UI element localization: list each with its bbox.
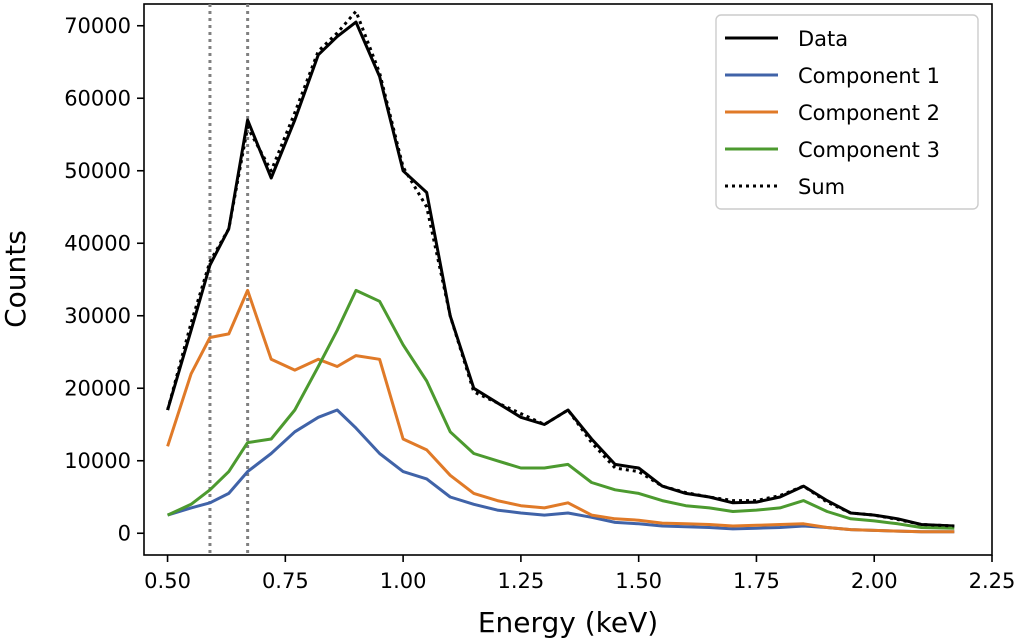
y-axis-label: Counts [0,230,32,328]
legend-box [715,14,979,210]
y-tick-label: 60000 [64,86,131,110]
plot-frame [143,3,993,556]
x-tick-label: 2.00 [851,569,898,593]
y-tick-label: 40000 [64,231,131,255]
x-tick-label: 1.25 [498,569,545,593]
x-axis-label: Energy (keV) [478,606,658,639]
legend-label: Component 3 [798,138,940,162]
x-tick-label: 0.75 [262,569,309,593]
x-tick-label: 1.00 [380,569,427,593]
x-axis: 0.50 0.75 1.00 1.25 1.50 1.75 2.00 2.25 [144,555,1015,593]
y-tick-label: 20000 [64,376,131,400]
reference-lines [208,4,250,555]
legend-label: Sum [798,175,845,199]
series-data [166,20,955,528]
x-tick-label: 1.75 [733,569,780,593]
series-component-2 [166,288,955,534]
y-tick-label: 50000 [64,159,131,183]
legend-label: Component 2 [798,101,940,125]
series-sum [166,9,955,528]
y-tick-label: 30000 [64,304,131,328]
y-axis: 0 10000 20000 30000 40000 50000 60000 70000 [64,14,144,545]
legend-label: Component 1 [798,64,940,88]
y-tick-label: 10000 [64,449,131,473]
y-tick-label: 70000 [64,14,131,38]
x-tick-label: 0.50 [144,569,191,593]
series-component-3 [166,288,955,530]
legend: Data Component 1 Component 2 Component 3 Sum [715,14,979,210]
series-layer [166,9,955,534]
x-tick-label: 2.25 [969,569,1016,593]
x-tick-label: 1.50 [615,569,662,593]
legend-label: Data [798,27,848,51]
y-tick-label: 0 [118,521,131,545]
